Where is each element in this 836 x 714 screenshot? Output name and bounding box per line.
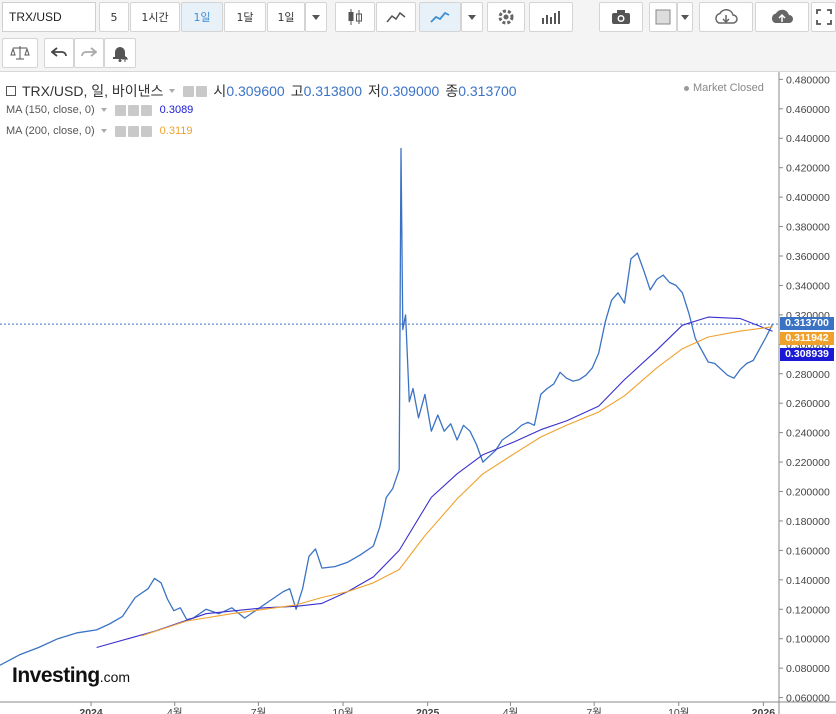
market-status: Market Closed xyxy=(684,82,764,94)
y-tick-label: 0.060000 xyxy=(786,693,830,705)
close-value: 0.313700 xyxy=(458,83,517,99)
interval-dropdown-button[interactable]: 1일 xyxy=(267,2,305,32)
y-tick-label: 0.480000 xyxy=(786,74,830,86)
y-tick-label: 0.460000 xyxy=(786,104,830,116)
market-status-text: Market Closed xyxy=(693,82,764,94)
y-tick-label: 0.440000 xyxy=(786,133,830,145)
ma150-close-icon[interactable] xyxy=(140,104,152,116)
x-tick-label: 2024 xyxy=(79,707,103,714)
x-tick-label: 4월 xyxy=(503,707,519,714)
x-tick-label: 2025 xyxy=(416,707,440,714)
ma150-legend: MA (150, close, 0) 0.3089 xyxy=(6,104,193,116)
x-tick-label: 7월 xyxy=(251,707,267,714)
logo-brand: Investing xyxy=(12,664,100,687)
ma150-label: MA (150, close, 0) xyxy=(6,104,95,116)
y-tick-label: 0.160000 xyxy=(786,545,830,557)
color-chevron-down-icon[interactable] xyxy=(677,2,693,32)
ma200-settings-icon[interactable] xyxy=(127,125,139,137)
y-tick-label: 0.340000 xyxy=(786,280,830,292)
line-chart-icon[interactable] xyxy=(419,2,461,32)
interval-5-button[interactable]: 5 xyxy=(99,2,129,32)
camera-icon[interactable] xyxy=(599,2,643,32)
ma200-close-icon[interactable] xyxy=(140,125,152,137)
chart-toolbar: TRX/USD 5 1시간 1일 1달 1일 xyxy=(0,0,836,72)
interval-1m-button[interactable]: 1달 xyxy=(224,2,266,32)
y-tick-label: 0.420000 xyxy=(786,163,830,175)
ma200-legend: MA (200, close, 0) 0.3119 xyxy=(6,125,192,137)
y-tick-label: 0.400000 xyxy=(786,192,830,204)
x-tick-label: 10월 xyxy=(668,707,689,714)
settings-icon[interactable] xyxy=(487,2,525,32)
y-tick-label: 0.080000 xyxy=(786,663,830,675)
low-value: 0.309000 xyxy=(380,83,440,99)
price-chart[interactable]: 0.060000 0.080000 0.100000 0.120000 0.140000… xyxy=(0,72,836,714)
y-tick-label: 0.360000 xyxy=(786,251,830,263)
collapse-legend-icon[interactable] xyxy=(6,86,16,96)
y-tick-label: 0.120000 xyxy=(786,604,830,616)
price-tag-close: 0.313700 xyxy=(780,317,834,330)
cloud-download-icon[interactable] xyxy=(699,2,753,32)
investing-logo: Investing.com xyxy=(12,664,130,688)
balance-icon[interactable] xyxy=(2,38,38,68)
high-value: 0.313800 xyxy=(303,83,363,99)
y-tick-label: 0.200000 xyxy=(786,487,830,499)
visibility-icon[interactable] xyxy=(183,85,195,97)
logo-suffix: .com xyxy=(99,669,131,685)
symbol-input[interactable]: TRX/USD xyxy=(2,2,96,32)
candlestick-icon[interactable] xyxy=(335,2,375,32)
toolbar-row-bottom xyxy=(0,36,836,70)
interval-1d-button[interactable]: 1일 xyxy=(181,2,223,32)
indicators-icon[interactable] xyxy=(529,2,573,32)
y-tick-label: 0.240000 xyxy=(786,428,830,440)
chart-type-chevron-down-icon[interactable] xyxy=(461,2,483,32)
price-line xyxy=(0,147,774,666)
alert-add-icon[interactable] xyxy=(104,38,136,68)
open-label: 시 xyxy=(213,83,227,99)
x-tick-label: 2026 xyxy=(752,707,776,714)
x-tick-label: 4월 xyxy=(167,707,183,714)
toolbar-row-top: TRX/USD 5 1시간 1일 1달 1일 xyxy=(0,0,836,34)
close-label: 종 xyxy=(445,83,459,99)
interval-1h-button[interactable]: 1시간 xyxy=(130,2,180,32)
y-tick-label: 0.180000 xyxy=(786,516,830,528)
legend-chevron-down-icon[interactable] xyxy=(169,89,176,93)
main-legend: TRX/USD, 일, 바이낸스 시 0.309600 고 0.313800 저 0.… xyxy=(6,81,517,101)
y-tick-label: 0.280000 xyxy=(786,369,830,381)
ma150-visibility-icon[interactable] xyxy=(114,104,126,116)
x-tick-label: 7월 xyxy=(586,707,602,714)
ma150-line xyxy=(96,316,773,649)
settings-icon[interactable] xyxy=(196,85,208,97)
high-label: 고 xyxy=(290,83,304,99)
color-box-icon[interactable] xyxy=(649,2,677,32)
redo-icon[interactable] xyxy=(74,38,104,68)
price-tag-ma150: 0.308939 xyxy=(780,348,834,361)
y-tick-label: 0.220000 xyxy=(786,457,830,469)
ma200-label: MA (200, close, 0) xyxy=(6,125,95,137)
ma200-chevron-down-icon[interactable] xyxy=(100,129,107,133)
undo-icon[interactable] xyxy=(44,38,74,68)
price-tag-ma200: 0.311942 xyxy=(780,332,834,345)
chart-area[interactable]: 0.060000 0.080000 0.100000 0.120000 0.140000… xyxy=(0,72,836,714)
y-tick-label: 0.100000 xyxy=(786,634,830,646)
ma200-line xyxy=(141,326,773,637)
open-value: 0.309600 xyxy=(226,83,285,99)
low-label: 저 xyxy=(368,83,381,99)
status-dot-icon xyxy=(684,85,689,91)
ma150-chevron-down-icon[interactable] xyxy=(100,108,107,112)
ma150-value: 0.3089 xyxy=(159,104,194,116)
interval-chevron-down-icon[interactable] xyxy=(305,2,327,32)
y-tick-label: 0.140000 xyxy=(786,575,830,587)
y-tick-label: 0.260000 xyxy=(786,398,830,410)
ma150-settings-icon[interactable] xyxy=(127,104,139,116)
cloud-upload-icon[interactable] xyxy=(755,2,809,32)
bar-chart-icon[interactable] xyxy=(376,2,416,32)
ma200-visibility-icon[interactable] xyxy=(114,125,126,137)
fullscreen-icon[interactable] xyxy=(811,2,836,32)
y-tick-label: 0.380000 xyxy=(786,222,830,234)
legend-title: TRX/USD, 일, 바이낸스 xyxy=(22,83,164,99)
ma200-value: 0.3119 xyxy=(159,125,193,137)
x-tick-label: 10월 xyxy=(332,707,353,714)
